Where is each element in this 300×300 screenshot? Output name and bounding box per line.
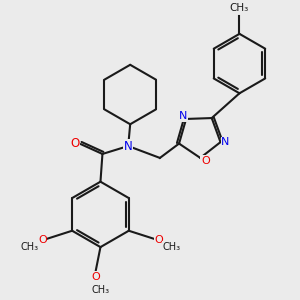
Text: N: N	[179, 111, 187, 121]
Text: O: O	[70, 136, 79, 150]
Text: O: O	[154, 235, 163, 245]
Text: N: N	[124, 140, 133, 152]
Text: O: O	[38, 235, 47, 245]
Text: O: O	[91, 272, 100, 282]
Text: CH₃: CH₃	[20, 242, 39, 252]
Text: N: N	[221, 137, 230, 147]
Text: CH₃: CH₃	[92, 285, 110, 295]
Text: CH₃: CH₃	[162, 242, 180, 252]
Text: O: O	[201, 156, 210, 166]
Text: CH₃: CH₃	[230, 3, 249, 13]
